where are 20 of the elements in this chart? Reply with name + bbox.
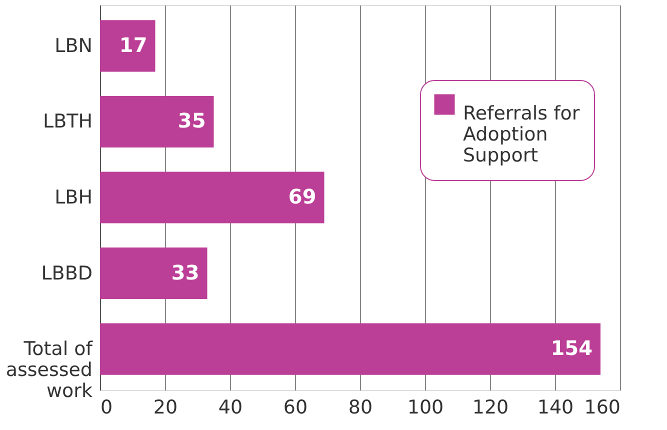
x-tick-label: 0 <box>100 396 113 418</box>
legend-label: Referrals for Adoption Support <box>463 102 580 166</box>
x-tick-label: 140 <box>537 396 574 418</box>
data-label: 154 <box>550 336 592 360</box>
x-tick-label: 120 <box>472 396 509 418</box>
y-tick-label: Total of assessed work <box>6 338 94 402</box>
y-tick-label: LBTH <box>42 110 92 133</box>
data-label: 17 <box>119 32 148 57</box>
data-label: 33 <box>171 260 200 284</box>
x-tick-label: 100 <box>407 396 444 418</box>
y-tick-label: LBH <box>54 186 92 208</box>
x-tick-label: 60 <box>283 396 308 418</box>
x-tick-label: 20 <box>153 396 178 418</box>
y-tick-label: LBBD <box>41 262 92 284</box>
x-tick-label: 80 <box>348 396 373 418</box>
y-tick-label: LBN <box>54 34 92 57</box>
x-tick-label: 40 <box>218 396 243 418</box>
x-tick-label: 160 <box>584 396 620 418</box>
data-label: 69 <box>288 184 316 208</box>
data-label: 35 <box>178 108 206 133</box>
